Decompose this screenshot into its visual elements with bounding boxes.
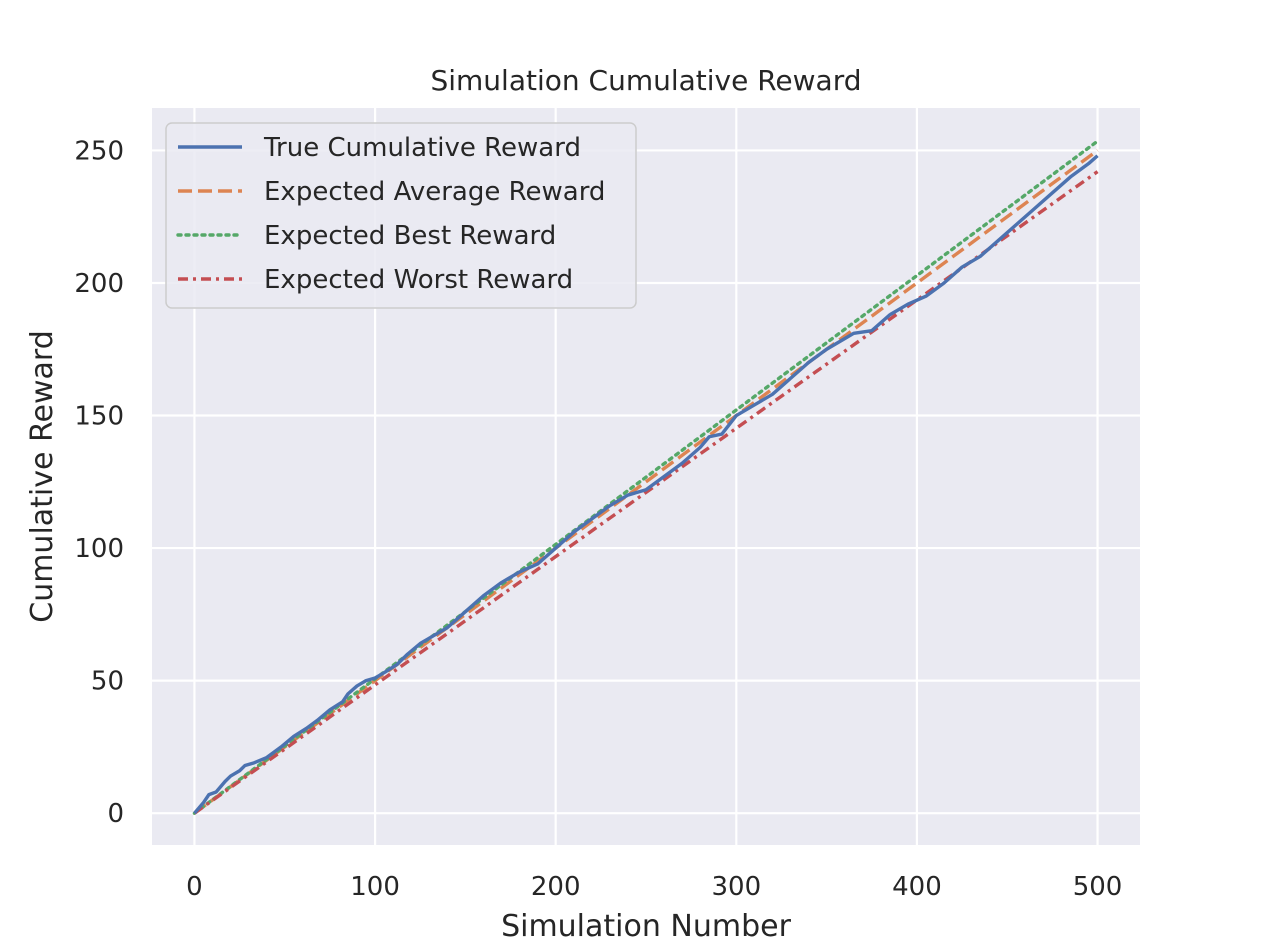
x-tick-label: 200: [531, 872, 581, 902]
y-tick-label: 200: [74, 269, 124, 299]
legend-label-3: Expected Worst Reward: [264, 265, 573, 295]
legend-label-1: Expected Average Reward: [264, 177, 605, 207]
y-tick-label: 100: [74, 534, 124, 564]
series-line-0: [193, 154, 1099, 815]
x-tick-label: 100: [350, 872, 400, 902]
y-tick-label: 150: [74, 402, 124, 432]
legend: True Cumulative Reward Expected Average R…: [165, 122, 637, 309]
x-tick-label: 0: [186, 872, 203, 902]
tick-labels: 0 100 200 300 400 500 0 50 100 150 200 250: [74, 136, 1122, 902]
legend-label-0: True Cumulative Reward: [263, 133, 581, 163]
x-tick-label: 300: [711, 872, 761, 902]
x-axis-label: Simulation Number: [501, 909, 792, 944]
y-axis-label: Cumulative Reward: [25, 330, 60, 623]
x-tick-label: 400: [892, 872, 942, 902]
chart-title: Simulation Cumulative Reward: [430, 64, 861, 97]
x-tick-label: 500: [1073, 872, 1123, 902]
legend-label-2: Expected Best Reward: [264, 221, 556, 251]
series-layer: [192, 139, 1100, 815]
legend-box: [165, 122, 637, 309]
y-tick-label: 250: [74, 136, 124, 166]
y-tick-label: 0: [107, 799, 124, 829]
y-tick-label: 50: [91, 667, 124, 697]
